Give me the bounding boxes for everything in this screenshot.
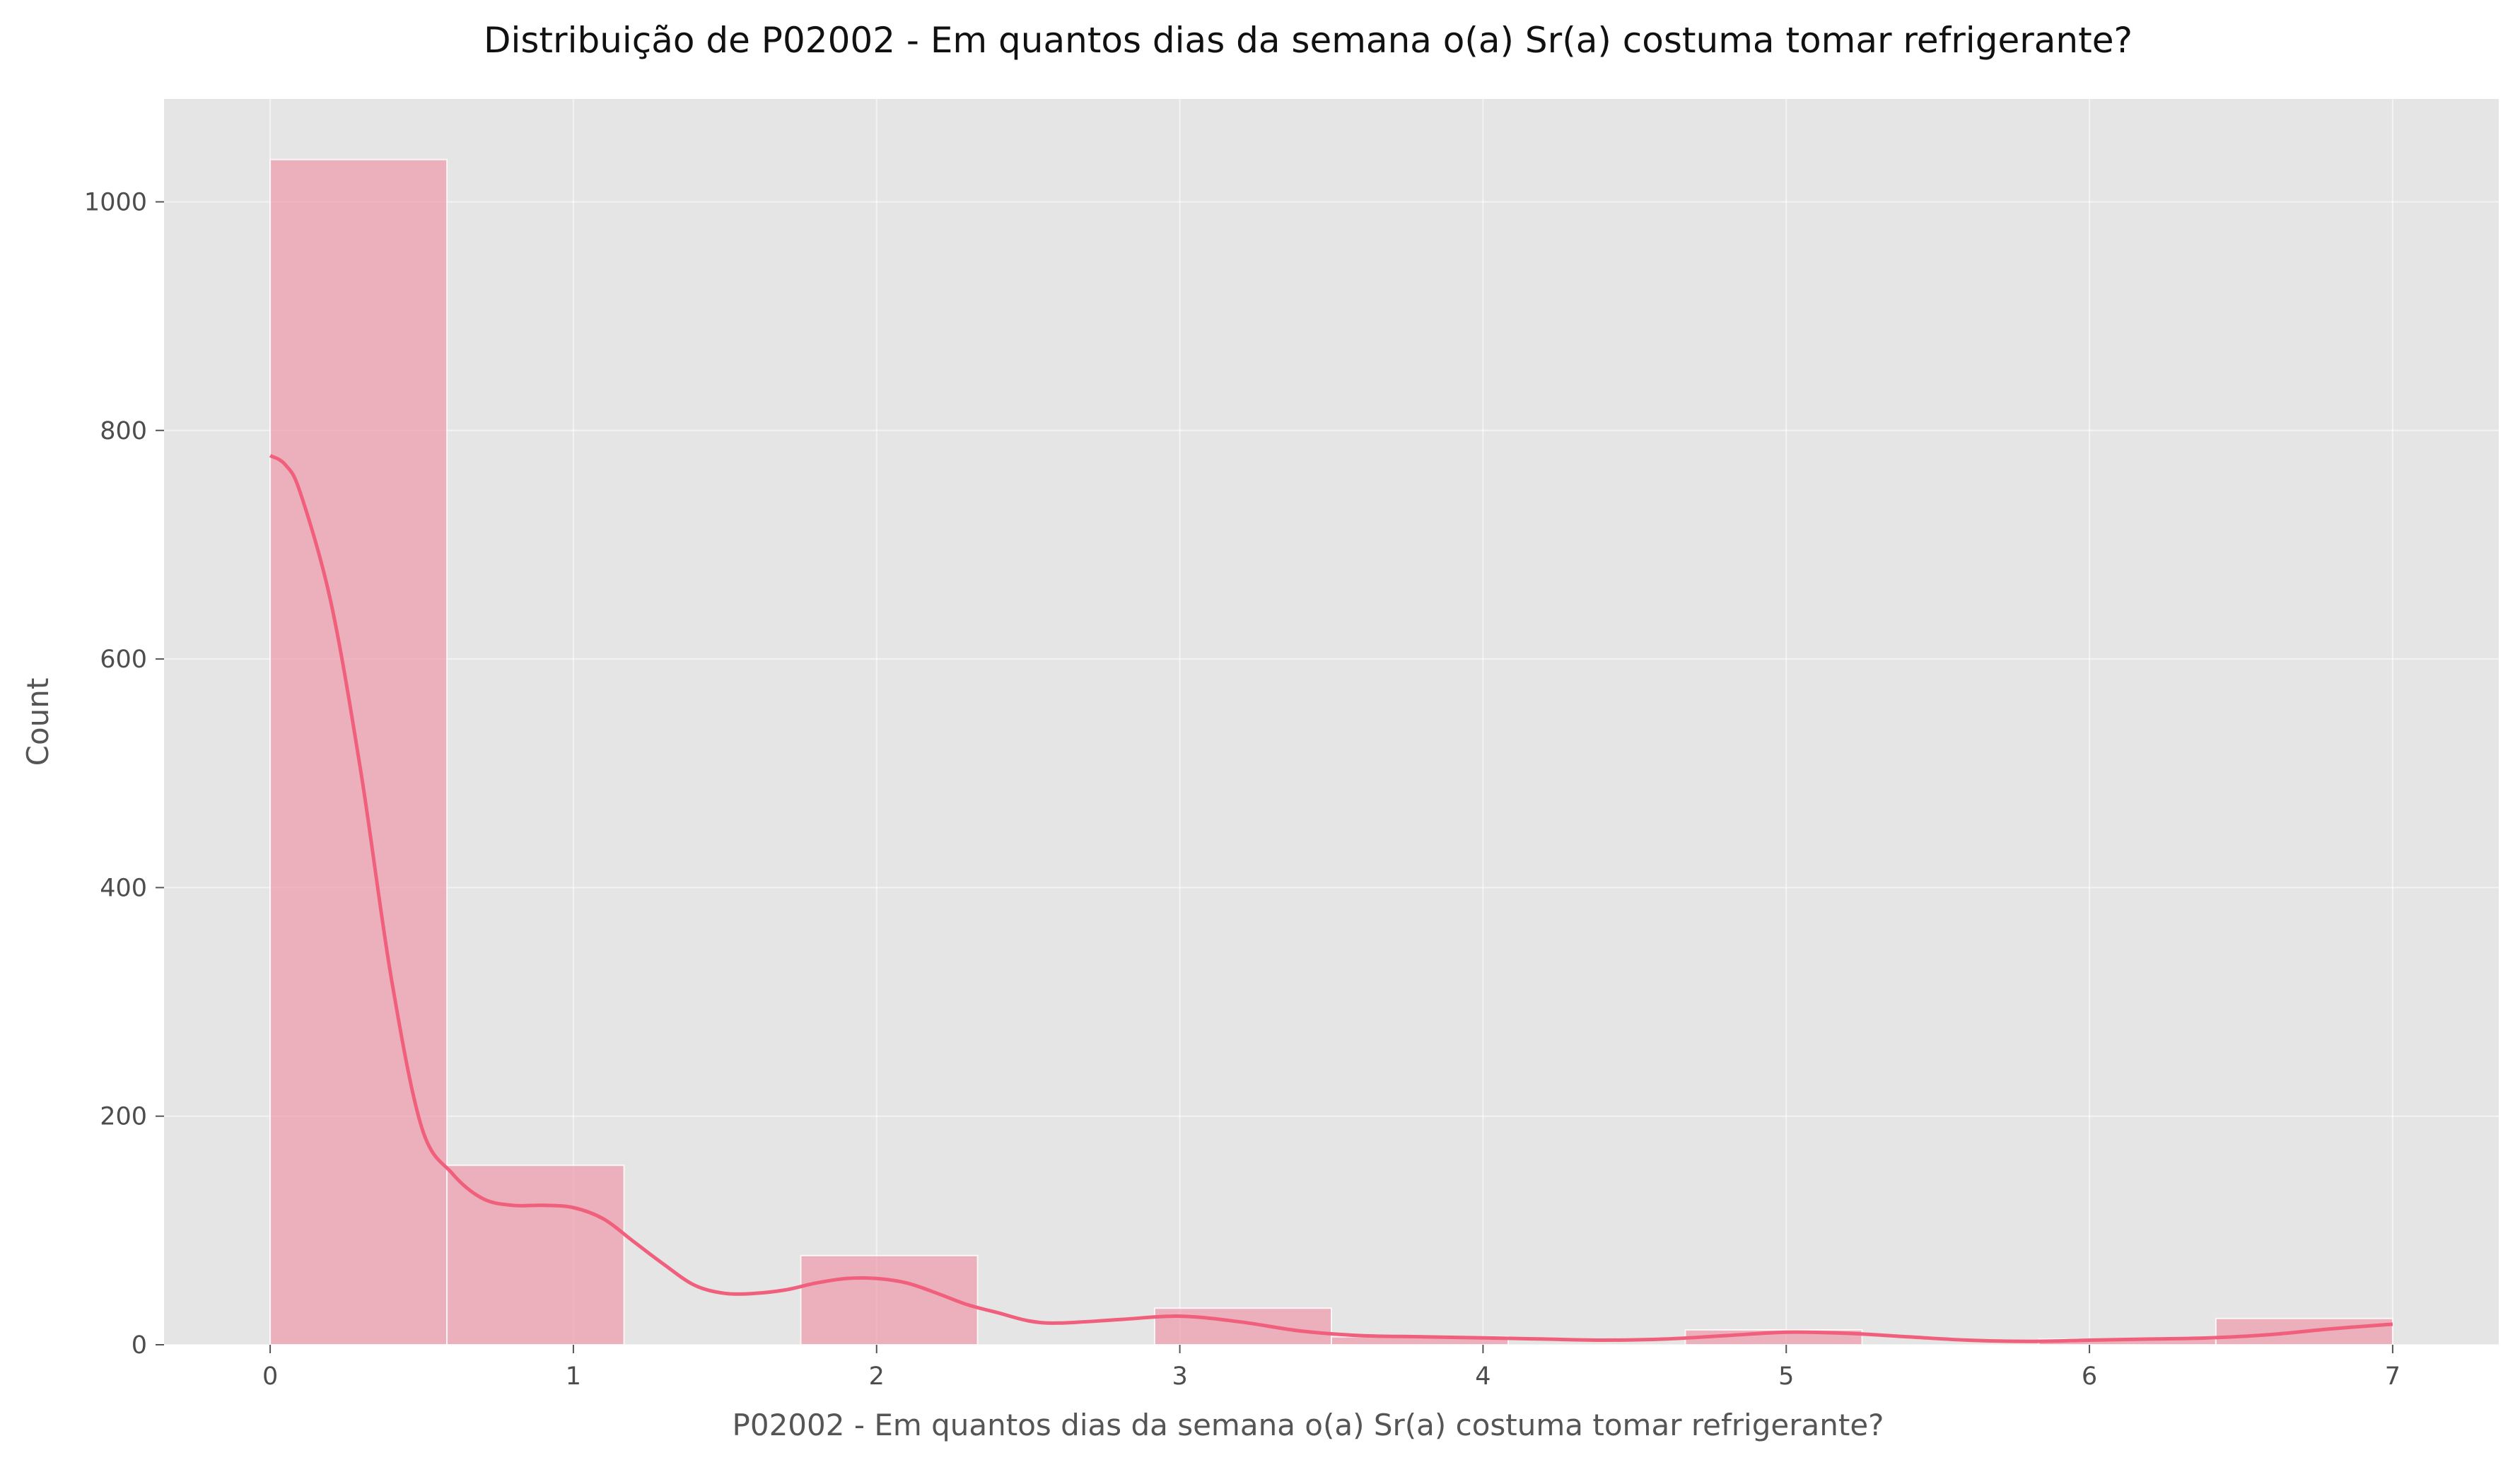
x-tick-label: 3 (1172, 1362, 1187, 1391)
x-axis-ticks: 0 1 2 3 4 5 6 7 (262, 1345, 2401, 1391)
x-tick-label: 1 (566, 1362, 581, 1391)
y-axis-ticks: 0 200 400 600 800 1000 (84, 188, 164, 1360)
histogram-bar (1153, 1307, 1333, 1346)
y-axis-label: Count (21, 678, 55, 766)
x-tick-label: 0 (262, 1362, 278, 1391)
y-tick-label: 200 (100, 1103, 147, 1131)
x-axis-label: P02002 - Em quantos dias da semana o(a) … (733, 1408, 1884, 1442)
chart-title: Distribuição de P02002 - Em quantos dias… (484, 20, 2133, 61)
y-tick-label: 0 (132, 1331, 147, 1360)
kde-curve (269, 454, 2393, 1343)
histogram-bar (446, 1164, 625, 1346)
x-tick-label: 2 (869, 1362, 885, 1391)
x-tick-label: 5 (1778, 1362, 1794, 1391)
x-tick-label: 6 (2082, 1362, 2097, 1391)
y-tick-label: 1000 (84, 188, 147, 216)
x-tick-label: 4 (1475, 1362, 1491, 1391)
grid-lines (164, 99, 2499, 1345)
x-tick-label: 7 (2385, 1362, 2401, 1391)
histogram-bar (800, 1254, 979, 1346)
y-tick-label: 600 (100, 646, 147, 674)
y-tick-label: 400 (100, 874, 147, 902)
y-tick-label: 800 (100, 417, 147, 445)
plot-area (164, 99, 2499, 1345)
